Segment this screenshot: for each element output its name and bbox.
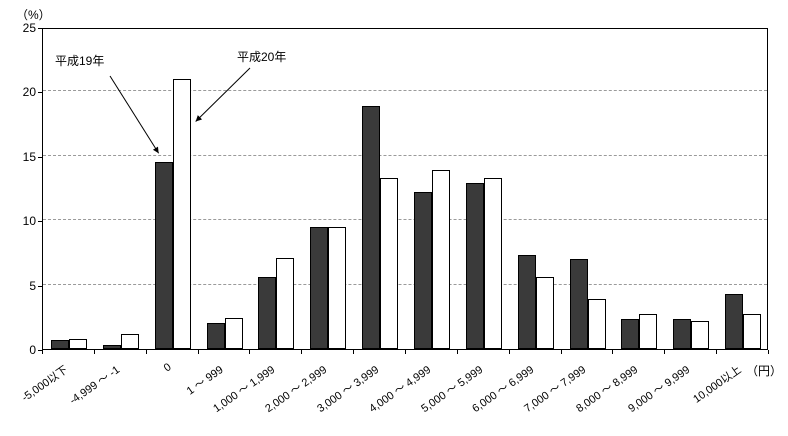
bar-平成19年-10,000以上 [725, 293, 744, 349]
x-tick-mark-13 [716, 350, 718, 354]
gridline-5 [43, 283, 767, 285]
x-tick-label-0: 0 [161, 361, 174, 375]
bar-平成19年-0 [154, 162, 173, 349]
x-tick-label-1 ～ 999: 1 ～ 999 [184, 363, 226, 398]
bar-平成20年--4,999 ～ -1 [120, 333, 139, 349]
y-tick-mark-10 [38, 221, 42, 223]
bar-平成20年-10,000以上 [743, 314, 762, 349]
bar-平成19年-2,000 ～ 2,999 [310, 226, 329, 349]
x-tick-mark-2 [145, 350, 147, 354]
x-tick-label--5,000以下: -5,000以下 [19, 363, 70, 405]
bar-平成20年-1 ～ 999 [224, 318, 243, 349]
bar-平成20年-8,000 ～ 8,999 [639, 314, 658, 349]
bar-平成20年-3,000 ～ 3,999 [380, 177, 399, 349]
bar-平成19年--5,000以下 [50, 339, 69, 349]
annotation-heisei19-label: 平成19年 [55, 54, 105, 68]
bar-平成19年-4,000 ～ 4,999 [413, 191, 432, 349]
bar-平成19年-3,000 ～ 3,999 [362, 105, 381, 349]
gridline-20 [43, 90, 767, 92]
gridline-15 [43, 154, 767, 156]
x-tick-label-10,000以上: 10,000以上 [691, 363, 745, 406]
bar-平成19年-7,000 ～ 7,999 [569, 258, 588, 349]
bar-平成20年-5,000 ～ 5,999 [483, 177, 502, 349]
bar-平成20年--5,000以下 [68, 338, 87, 349]
x-tick-mark-11 [612, 350, 614, 354]
bar-平成19年-6,000 ～ 6,999 [517, 254, 536, 349]
bar-平成20年-1,000 ～ 1,999 [276, 257, 295, 349]
x-tick-mark-1 [93, 350, 95, 354]
bar-平成20年-2,000 ～ 2,999 [328, 226, 347, 349]
x-tick-mark-12 [664, 350, 666, 354]
bar-平成19年-5,000 ～ 5,999 [465, 182, 484, 349]
y-tick-mark-25 [38, 28, 42, 29]
annotation-heisei20-label: 平成20年 [237, 50, 287, 64]
y-tick-label-15: 15 [22, 149, 36, 164]
bar-平成19年-1,000 ～ 1,999 [258, 276, 277, 349]
bar-平成19年--4,999 ～ -1 [102, 345, 121, 349]
plot-area [42, 28, 768, 350]
y-tick-mark-15 [38, 156, 42, 158]
y-tick-label-25: 25 [22, 21, 36, 35]
x-axis-unit-label: （円） [746, 364, 783, 378]
bar-平成20年-0 [172, 78, 191, 349]
bar-平成19年-1 ～ 999 [206, 323, 225, 349]
bar-平成20年-7,000 ～ 7,999 [587, 298, 606, 349]
x-tick-mark-5 [301, 350, 303, 354]
y-axis-unit-label: （%） [16, 8, 51, 22]
x-tick-mark-7 [405, 350, 406, 354]
bar-平成19年-9,000 ～ 9,999 [673, 319, 692, 349]
x-tick-mark-10 [560, 350, 562, 354]
bar-平成20年-4,000 ～ 4,999 [431, 169, 450, 349]
x-tick-mark-9 [508, 350, 510, 354]
x-tick-label--4,999 ～ -1: -4,999 ～ -1 [67, 363, 122, 408]
y-tick-label-0: 0 [29, 343, 36, 357]
gridline-10 [43, 219, 767, 221]
bar-平成20年-9,000 ～ 9,999 [691, 320, 710, 349]
bar-平成19年-8,000 ～ 8,999 [621, 319, 640, 349]
y-tick-label-10: 10 [22, 214, 36, 229]
y-tick-mark-0 [38, 350, 42, 351]
x-tick-mark-8 [456, 350, 458, 354]
x-tick-mark-6 [353, 350, 355, 354]
y-tick-mark-5 [38, 285, 42, 287]
x-tick-mark-3 [197, 350, 199, 354]
y-tick-label-20: 20 [22, 85, 36, 100]
x-tick-mark-0 [42, 350, 43, 354]
y-tick-label-5: 5 [29, 278, 36, 293]
bar-平成20年-6,000 ～ 6,999 [535, 276, 554, 349]
x-tick-mark-14 [768, 350, 769, 354]
y-tick-mark-20 [38, 92, 42, 94]
x-tick-mark-4 [249, 350, 251, 354]
